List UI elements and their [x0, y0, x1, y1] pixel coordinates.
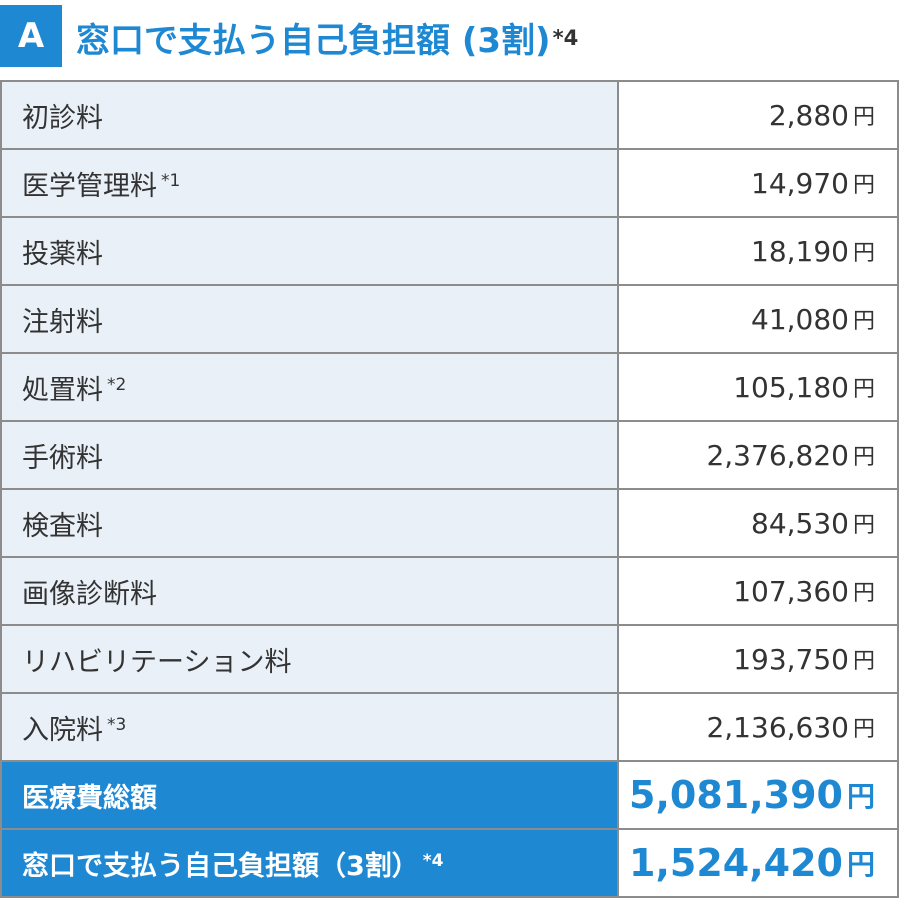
row-value: 2,376,820 円: [619, 422, 897, 488]
section-header: A 窓口で支払う自己負担額 (3割) *4: [0, 0, 900, 70]
row-value: 193,750 円: [619, 626, 897, 692]
row-label: 医学管理料 *1: [2, 150, 619, 216]
section-title-note: *4: [552, 24, 579, 50]
table-row-igaku-kanri: 医学管理料 *1 14,970 円: [2, 150, 897, 218]
row-label: 投薬料: [2, 218, 619, 284]
total-value: 1,524,420 円: [619, 830, 897, 896]
total-label: 窓口で支払う自己負担額（3割） *4: [2, 830, 619, 896]
table-row-nyuin: 入院料 *3 2,136,630 円: [2, 694, 897, 762]
section-title-text: 窓口で支払う自己負担額 (3割): [76, 20, 551, 61]
row-label: 手術料: [2, 422, 619, 488]
table-row-gazo-shindan: 画像診断料 107,360 円: [2, 558, 897, 626]
row-label: 入院料 *3: [2, 694, 619, 760]
row-label: 画像診断料: [2, 558, 619, 624]
total-value: 5,081,390 円: [619, 762, 897, 828]
cost-table: 初診料 2,880 円 医学管理料 *1 14,970 円 投薬料 18,190 円 注…: [0, 80, 899, 898]
row-value: 2,136,630 円: [619, 694, 897, 760]
row-value: 18,190 円: [619, 218, 897, 284]
row-value: 105,180 円: [619, 354, 897, 420]
table-row-total-medical-cost: 医療費総額 5,081,390 円: [2, 762, 897, 830]
section-title: 窓口で支払う自己負担額 (3割) *4: [76, 9, 578, 65]
table-row-shoshin: 初診料 2,880 円: [2, 82, 897, 150]
row-value: 84,530 円: [619, 490, 897, 556]
table-row-chusha: 注射料 41,080 円: [2, 286, 897, 354]
table-row-kensa: 検査料 84,530 円: [2, 490, 897, 558]
table-row-rehabilitation: リハビリテーション料 193,750 円: [2, 626, 897, 694]
row-value: 41,080 円: [619, 286, 897, 352]
total-label: 医療費総額: [2, 762, 619, 828]
row-label: 注射料: [2, 286, 619, 352]
row-label: リハビリテーション料: [2, 626, 619, 692]
table-row-shujutsu: 手術料 2,376,820 円: [2, 422, 897, 490]
table-row-total-copay: 窓口で支払う自己負担額（3割） *4 1,524,420 円: [2, 830, 897, 896]
row-value: 2,880 円: [619, 82, 897, 148]
row-value: 14,970 円: [619, 150, 897, 216]
table-row-shochi: 処置料 *2 105,180 円: [2, 354, 897, 422]
row-value: 107,360 円: [619, 558, 897, 624]
section-badge: A: [0, 5, 62, 67]
row-label: 初診料: [2, 82, 619, 148]
row-label: 処置料 *2: [2, 354, 619, 420]
row-label: 検査料: [2, 490, 619, 556]
table-row-toyaku: 投薬料 18,190 円: [2, 218, 897, 286]
